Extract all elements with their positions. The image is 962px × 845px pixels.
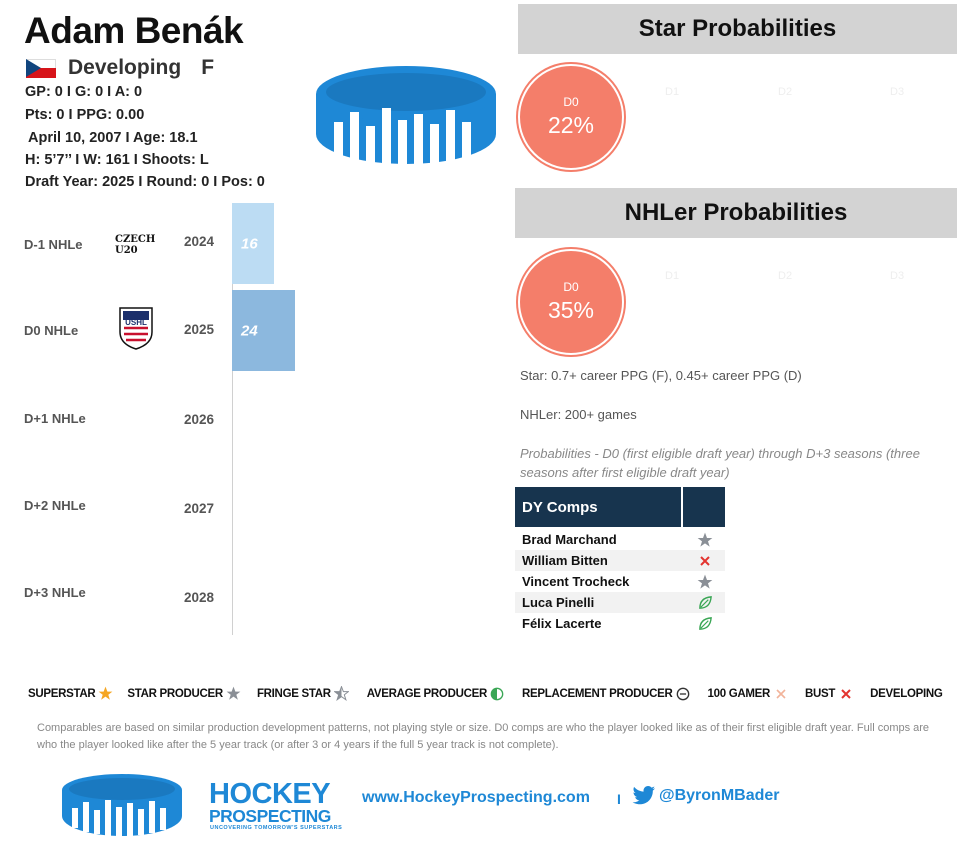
- legend-item-star-producer: STAR PRODUCER: [127, 686, 241, 701]
- comps-row: William Bitten: [515, 550, 725, 571]
- nhler-probability-d0-label: D0: [563, 280, 579, 294]
- player-stats-line: GP: 0 I G: 0 I A: 0: [25, 84, 143, 100]
- hockey-puck-logo-icon: [316, 66, 496, 170]
- comp-name: Luca Pinelli: [522, 595, 595, 610]
- fringe-star-icon: [333, 686, 349, 701]
- season-year-2024: 2024: [184, 234, 215, 249]
- star-probability-d2-label: D2: [778, 86, 793, 98]
- star-probability-d3-label: D3: [890, 86, 905, 98]
- legend-item-bust: BUST: [805, 688, 852, 700]
- nhler-definition-note: NHLer: 200+ games: [520, 407, 637, 422]
- legend-item-replacement-producer: REPLACEMENT PRODUCER: [522, 687, 690, 701]
- dy-comps-title: DY Comps: [515, 487, 683, 527]
- legend-item-superstar: SUPERSTAR: [28, 686, 113, 701]
- star-probability-d1-label: D1: [665, 86, 680, 98]
- comps-row: Luca Pinelli: [515, 592, 725, 613]
- nhler-probability-d0-circle: D0 35%: [518, 249, 624, 355]
- hundred-gamer-icon: [776, 688, 786, 699]
- season-year-2027: 2027: [184, 501, 215, 516]
- nhler-probability-d2-label: D2: [778, 270, 793, 282]
- star-producer-icon: [697, 574, 713, 589]
- star-probability-d0-value: 22%: [547, 112, 595, 138]
- czech-logo-line1: CZECH: [115, 234, 156, 245]
- star-probabilities-header: Star Probabilities: [518, 4, 957, 54]
- player-position: F: [201, 56, 215, 79]
- comp-name: Brad Marchand: [522, 532, 617, 547]
- superstar-icon: [99, 686, 113, 700]
- player-size-line: H: 5’7’’ I W: 161 I Shoots: L: [25, 152, 209, 168]
- star-probability-d0-label: D0: [563, 95, 579, 109]
- season-year-2028: 2028: [184, 590, 215, 605]
- season-label-d3: D+3 NHLe: [24, 585, 86, 600]
- nhler-probability-d1-label: D1: [665, 270, 680, 282]
- comp-name: Félix Lacerte: [522, 616, 602, 631]
- season-label-d0: D0 NHLe: [24, 323, 79, 338]
- bust-icon: [700, 555, 710, 566]
- comps-row: Vincent Trocheck: [515, 571, 725, 592]
- nhle-bar-value-d0: 24: [241, 322, 258, 339]
- footer-twitter-link[interactable]: @ByronMBader: [632, 786, 780, 806]
- ushl-logo-text: USHL: [125, 318, 147, 327]
- star-producer-icon: [226, 686, 241, 700]
- twitter-bird-icon: [632, 786, 655, 805]
- brand-name-prospecting: PROSPECTING: [209, 806, 331, 826]
- czech-u20-league-logo: CZECH U20: [115, 234, 155, 256]
- nhle-axis-line: [232, 203, 233, 635]
- legend-item-average-producer: AVERAGE PRODUCER: [367, 687, 504, 701]
- nhle-bar-value-d-1: 16: [241, 235, 258, 252]
- legend-item-fringe-star: FRINGE STAR: [257, 686, 349, 701]
- season-label-d2: D+2 NHLe: [24, 498, 86, 513]
- legend-item-developing: DEVELOPING: [870, 687, 943, 700]
- czech-flag-icon: [26, 58, 56, 78]
- probability-definition-note: Probabilities - D0 (first eligible draft…: [520, 446, 920, 480]
- legend-item-100-gamer: 100 GAMER: [708, 688, 788, 700]
- developing-leaf-icon: [698, 596, 712, 609]
- comparables-footnote: Comparables are based on similar product…: [37, 722, 930, 751]
- czech-logo-line2: U20: [115, 245, 138, 256]
- comps-row: Félix Lacerte: [515, 613, 725, 634]
- star-producer-icon: [697, 532, 713, 547]
- season-year-2025: 2025: [184, 322, 215, 337]
- star-definition-note: Star: 0.7+ career PPG (F), 0.45+ career …: [520, 368, 802, 383]
- dy-comps-header: DY Comps: [515, 487, 725, 527]
- footer-puck-logo-icon: [62, 774, 182, 837]
- outcome-legend: SUPERSTAR STAR PRODUCER FRINGE STAR AVER…: [28, 686, 943, 701]
- season-label-d-1: D-1 NHLe: [24, 237, 83, 252]
- player-status-line: Developing F: [26, 56, 214, 80]
- footer-separator: I: [617, 791, 621, 807]
- nhle-bar-d0: 24: [232, 290, 295, 371]
- nhler-probability-d3-label: D3: [890, 270, 905, 282]
- footer-twitter-handle: @ByronMBader: [659, 787, 780, 804]
- brand-name-hockey: HOCKEY: [209, 778, 331, 810]
- player-status: Developing: [68, 56, 182, 79]
- nhler-probabilities-header: NHLer Probabilities: [515, 188, 957, 238]
- bust-icon: [841, 688, 851, 699]
- player-draft-line: Draft Year: 2025 I Round: 0 I Pos: 0: [25, 174, 265, 190]
- average-producer-icon: [490, 687, 504, 700]
- nhler-probability-d0-value: 35%: [547, 297, 595, 323]
- comps-row: Brad Marchand: [515, 529, 725, 550]
- ushl-league-logo-icon: USHL: [119, 307, 153, 350]
- player-bio-line: April 10, 2007 I Age: 18.1: [28, 130, 198, 146]
- comp-name: William Bitten: [522, 553, 608, 568]
- player-name: Adam Benák: [24, 10, 244, 51]
- replacement-producer-icon: [676, 687, 689, 700]
- player-points-line: Pts: 0 I PPG: 0.00: [25, 107, 145, 123]
- comp-name: Vincent Trocheck: [522, 574, 630, 589]
- developing-leaf-icon: [698, 617, 712, 630]
- nhle-bar-d-1: 16: [232, 203, 274, 284]
- season-label-d1: D+1 NHLe: [24, 411, 86, 426]
- brand-tagline: UNCOVERING TOMORROW'S SUPERSTARS: [210, 825, 343, 831]
- star-probability-d0-circle: D0 22%: [518, 64, 624, 170]
- season-year-2026: 2026: [184, 412, 215, 427]
- footer-website-link[interactable]: www.HockeyProspecting.com: [362, 789, 590, 806]
